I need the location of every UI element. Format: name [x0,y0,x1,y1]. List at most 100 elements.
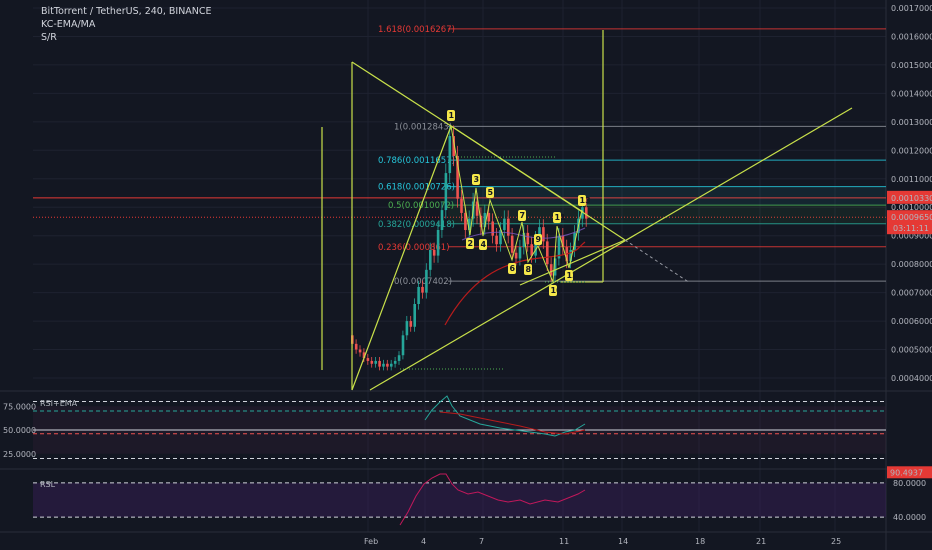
price-tick-label: 0.0016000 [891,32,932,41]
chart-title: BitTorrent / TetherUS, 240, BINANCE [41,6,212,17]
wave-label-text: 9 [536,235,542,244]
price-tag-resistance [887,190,932,204]
candle-body [440,210,444,230]
candle-body [538,227,541,239]
price-tick-label: 0.0009000 [891,232,932,241]
candle-body [362,352,366,359]
rsl-line [399,473,586,526]
candle-body [569,249,572,262]
price-tag-last-label: 0.0009650 [891,213,932,222]
wave-label-badge[interactable] [479,239,487,250]
wave-label-text: 3 [474,175,480,184]
candle-body [393,360,397,364]
time-tick-label: 11 [559,537,569,546]
candle-body [354,343,358,350]
candle-body [522,232,526,248]
candle-body [409,321,413,327]
rsi-tick-label: 25.0000 [3,450,36,459]
wave-label-badge[interactable] [578,195,586,206]
candle-body [530,244,533,256]
rsi-tick-label: 75.0000 [3,402,36,411]
candle-body [503,218,506,230]
time-tick-label: 7 [479,537,484,546]
wave-label-badge[interactable] [549,285,557,296]
candle-body [452,136,455,156]
wave-label-badge[interactable] [518,210,526,221]
price-tick-label: 0.0013000 [891,118,932,127]
wave-label-badge[interactable] [524,264,532,275]
candle-body [366,358,370,361]
candle-body [397,355,401,361]
indicator-sr[interactable]: S/R [41,32,57,43]
price-tick-label: 0.0008000 [891,260,932,269]
wave-label-badge[interactable] [466,238,474,249]
candle-body [413,304,416,327]
rsi-line [424,395,586,437]
candle-body [557,235,561,259]
candle-body [581,207,584,219]
wave-label-badge[interactable] [534,234,542,245]
price-tick-label: 0.0007000 [891,289,932,298]
fib-level-label: 0.236(0.000861) [378,243,450,253]
price-tick-label: 0.0011000 [891,175,932,184]
price-tick-label: 0.0006000 [891,317,932,326]
fib-level-label: 0(0.0007402) [394,277,452,287]
candle-body [475,201,479,216]
time-tick-label: 21 [756,537,766,546]
price-tick-label: 0.0015000 [891,61,932,70]
candle-body [460,198,463,213]
rsl-tick-label: 40.0000 [893,513,926,522]
candle-body [534,238,537,256]
indicator-kc-ema[interactable]: KC-EMA/MA [41,19,96,30]
countdown-label: 03:11:11 [893,224,929,233]
candle-body [507,218,510,236]
time-tick-label: 25 [831,537,841,546]
wave-label-text: 6 [510,264,516,273]
candle-body [553,258,557,276]
wave-label-text: 2 [468,239,474,248]
candle-body [561,235,565,248]
wave-label-badge[interactable] [472,174,480,185]
candle-body [542,227,545,242]
rsi-ema-line [439,411,586,435]
wave-label-text: 12 [567,271,578,280]
wave-label-badge[interactable] [486,187,494,198]
price-tag-last [887,210,932,235]
keltner-channel-line [461,227,586,241]
time-tick-label: 14 [618,537,628,546]
candle-body [518,247,522,259]
candle-body [514,252,518,259]
time-tick-label: 18 [695,537,705,546]
wave-label-badge[interactable] [553,212,561,223]
rsl-value-tag [887,466,932,479]
wave-label-text: 10 [551,286,563,295]
wave-label-text: 8 [526,265,532,274]
candle-body [429,249,432,270]
candle-body [464,212,467,230]
wave-label-text: 1 [449,111,455,120]
candle-body [390,363,393,367]
candle-body [585,207,588,219]
candle-body [491,221,494,236]
candle-body [417,286,420,304]
candle-body [448,136,452,174]
candle-body [382,363,385,367]
wave-label-badge[interactable] [508,263,516,274]
price-tick-label: 0.0014000 [891,89,932,98]
price-tick-label: 0.0012000 [891,146,932,155]
fib-level-label: 0.382(0.0009418) [378,220,455,230]
candle-body [468,218,471,230]
candle-body [378,360,381,367]
wave-label-text: 13 [580,196,591,205]
rsl-value-tag-label: 90.4937 [890,468,923,477]
wave-label-badge[interactable] [447,110,455,121]
candle-body [358,349,362,353]
candle-body [370,360,374,364]
candle-body [401,335,405,356]
time-tick-label: Feb [364,537,378,546]
wave-label-text: 5 [488,188,494,197]
wave-label-badge[interactable] [565,270,573,281]
candle-body [386,363,389,367]
price-tag-resistance-label: 0.0010330 [891,194,932,203]
